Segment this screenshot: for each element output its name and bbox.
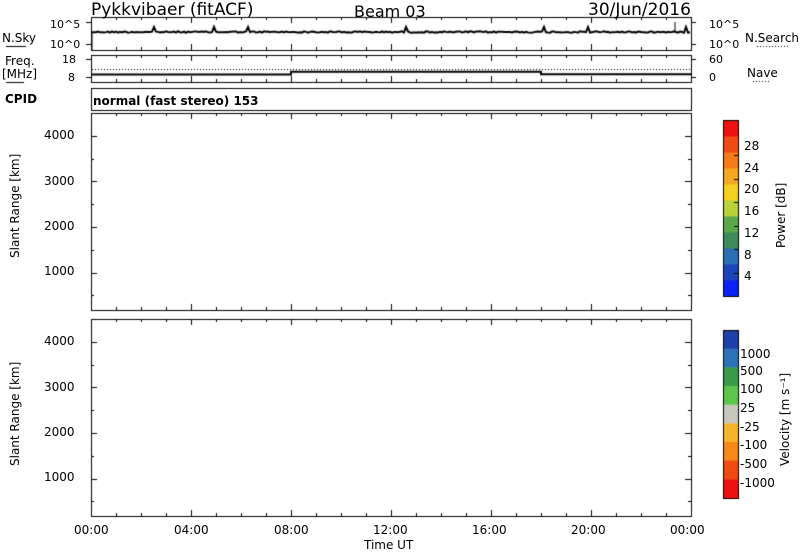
velocity-ytick-4000: 4000 [44,334,75,348]
n-search-tick-top: 10^5 [709,18,740,31]
nave-label: Nave [747,66,778,80]
freq-unit-label: [MHz] [2,67,38,81]
n-search-label: N.Search [745,31,800,45]
n-sky-tick-top: 10^5 [50,18,81,31]
x-tick-5: 20:00 [571,523,606,537]
nave-tick-bottom: 0 [709,71,716,84]
x-axis-label: Time UT [364,538,414,552]
velocity-ytick-3000: 3000 [44,380,75,394]
power-cb-tick-16: 16 [744,204,760,218]
power-cb-tick-24: 24 [744,161,760,175]
velocity-cb-tick-m1000: -1000 [740,476,775,490]
x-tick-2: 08:00 [274,523,309,537]
velocity-cb-tick-m100: -100 [740,438,768,452]
velocity-cb-tick-500: 500 [740,364,763,378]
x-tick-6: 00:00 [670,523,705,537]
velocity-ytick-2000: 2000 [44,425,75,439]
power-cb-tick-8: 8 [744,248,752,262]
cpid-label: CPID [5,92,38,106]
power-ytick-1000: 1000 [44,264,75,278]
freq-tick-bottom: 8 [68,71,75,84]
n-sky-label: N.Sky [2,31,37,45]
power-ytick-2000: 2000 [44,219,75,233]
x-tick-1: 04:00 [174,523,209,537]
x-tick-3: 12:00 [373,523,408,537]
velocity-cb-tick-m25: -25 [740,420,760,434]
power-colorbar-label: Power [dB] [774,182,788,248]
velocity-cb-tick-1000: 1000 [740,347,771,361]
power-ytick-3000: 3000 [44,174,75,188]
velocity-ylabel: Slant Range [km] [8,361,22,466]
cpid-text: normal (fast stereo) 153 [93,94,259,108]
power-cb-tick-12: 12 [744,226,760,240]
x-tick-4: 16:00 [472,523,507,537]
beam-label: Beam 03 [354,2,426,21]
n-search-tick-bottom: 10^0 [709,38,740,51]
velocity-cb-tick-100: 100 [740,382,763,396]
power-cb-tick-20: 20 [744,182,760,196]
x-tick-0: 00:00 [74,523,109,537]
velocity-ytick-1000: 1000 [44,470,75,484]
n-sky-tick-bottom: 10^0 [50,38,81,51]
power-ytick-4000: 4000 [44,128,75,142]
freq-label: Freq. [5,54,35,68]
station-title: Pykkvibaer (fitACF) [91,0,254,20]
power-cb-tick-4: 4 [744,269,752,283]
freq-tick-top: 18 [62,53,76,66]
velocity-cb-tick-25: 25 [740,401,756,415]
velocity-colorbar-label: Velocity [m s⁻¹] [778,372,792,466]
power-cb-tick-28: 28 [744,139,760,153]
power-ylabel: Slant Range [km] [8,153,22,258]
date-label: 30/Jun/2016 [588,0,691,20]
nave-tick-top: 60 [709,53,723,66]
velocity-cb-tick-m500: -500 [740,457,768,471]
